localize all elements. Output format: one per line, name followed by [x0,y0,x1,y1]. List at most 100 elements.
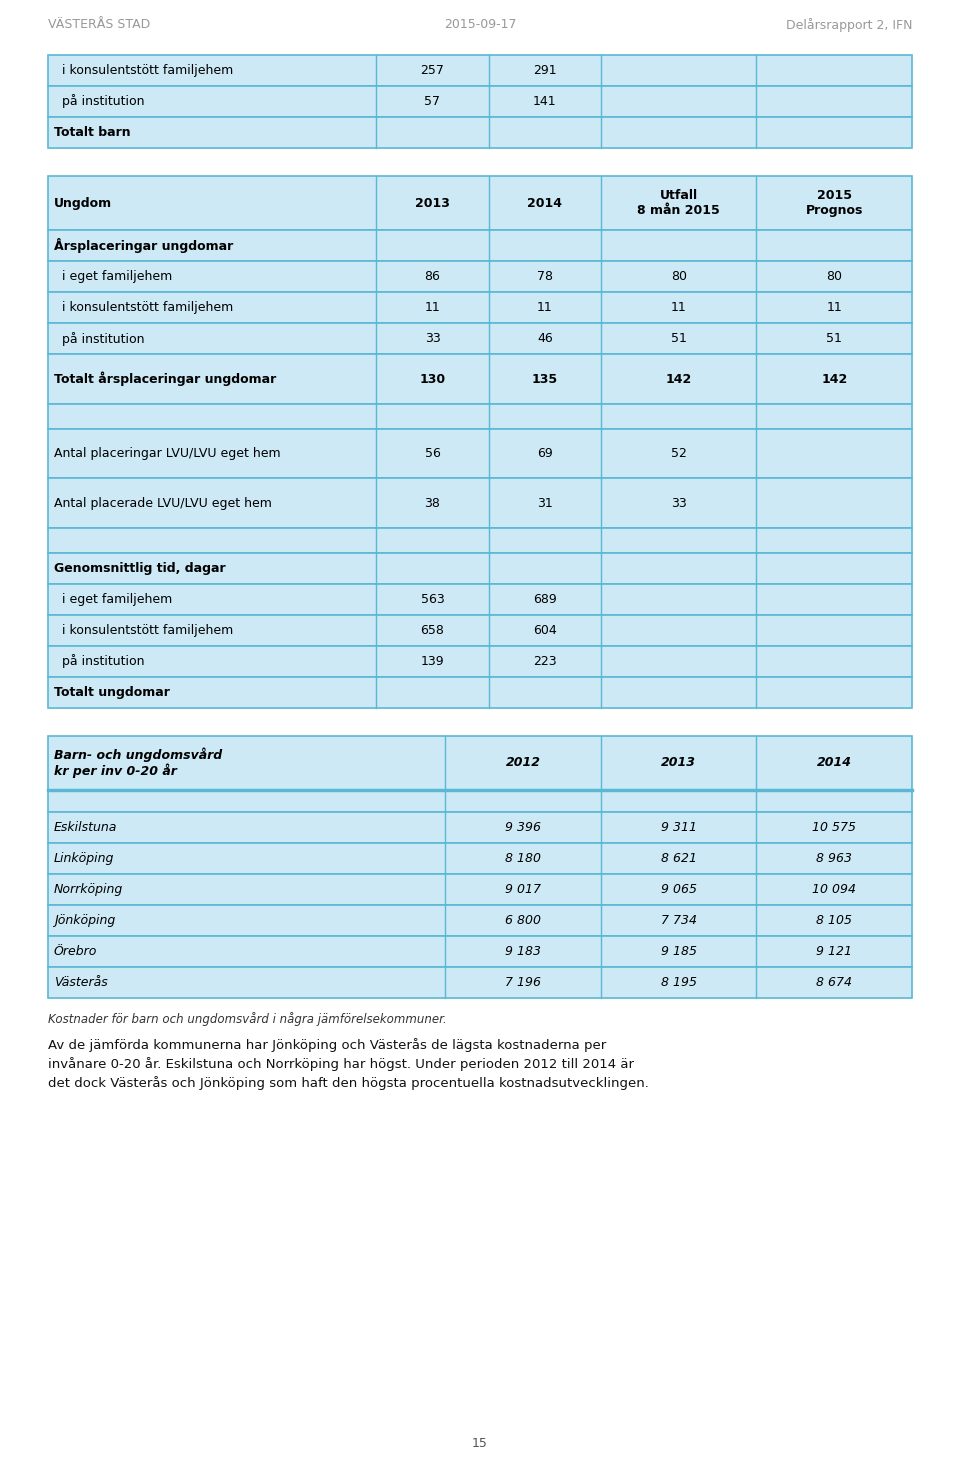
Text: 9 065: 9 065 [660,883,697,895]
Text: Genomsnittlig tid, dagar: Genomsnittlig tid, dagar [54,562,226,574]
Text: 8 105: 8 105 [816,914,852,926]
Bar [48,230,912,261]
Text: på institution: på institution [62,654,145,668]
Text: 2015-09-17: 2015-09-17 [444,18,516,31]
Bar [48,677,912,708]
Text: Totalt årsplaceringar ungdomar: Totalt årsplaceringar ungdomar [54,372,276,386]
Bar [48,811,912,842]
Bar [48,967,912,998]
Text: 8 621: 8 621 [660,852,697,864]
Text: VÄSTERÅS STAD: VÄSTERÅS STAD [48,18,151,31]
Text: Totalt barn: Totalt barn [54,127,131,138]
Text: 11: 11 [671,302,686,314]
Bar [48,85,912,116]
Text: 6 800: 6 800 [505,914,541,926]
Text: 8 195: 8 195 [660,976,697,989]
Text: 10 094: 10 094 [812,883,856,895]
Text: Örebro: Örebro [54,945,97,958]
Bar [48,355,912,403]
Text: Jönköping: Jönköping [54,914,115,926]
Text: 8 674: 8 674 [816,976,852,989]
Text: 8 963: 8 963 [816,852,852,864]
Text: 9 017: 9 017 [505,883,541,895]
Bar [48,905,912,936]
Text: 291: 291 [533,63,557,77]
Text: 604: 604 [533,624,557,637]
Text: 2014: 2014 [527,197,563,209]
Text: Norrköping: Norrköping [54,883,123,895]
Text: Av de jämförda kommunerna har Jönköping och Västerås de lägsta kostnaderna per
i: Av de jämförda kommunerna har Jönköping … [48,1038,649,1091]
Text: 2013: 2013 [661,757,696,770]
Text: 142: 142 [665,372,692,386]
Bar [48,646,912,677]
Text: 2012: 2012 [506,757,540,770]
Text: Delårsrapport 2, IFN: Delårsrapport 2, IFN [785,18,912,32]
Text: 257: 257 [420,63,444,77]
Bar [48,324,912,355]
Bar [48,936,912,967]
Bar [48,615,912,646]
Text: 80: 80 [827,271,842,283]
Text: 33: 33 [424,333,441,346]
Text: 11: 11 [827,302,842,314]
Text: 7 734: 7 734 [660,914,697,926]
Text: Västerås: Västerås [54,976,108,989]
Text: 56: 56 [424,447,441,459]
Text: 2015
Prognos: 2015 Prognos [805,188,863,218]
Text: 223: 223 [533,655,557,668]
Text: 38: 38 [424,496,441,509]
Text: 33: 33 [671,496,686,509]
Text: 142: 142 [821,372,848,386]
Bar [48,261,912,293]
Bar [48,873,912,905]
Text: 86: 86 [424,271,441,283]
Text: 563: 563 [420,593,444,605]
Text: 135: 135 [532,372,558,386]
Text: 69: 69 [537,447,553,459]
Text: 2014: 2014 [817,757,852,770]
Bar [48,116,912,149]
Text: i konsulentstött familjehem: i konsulentstött familjehem [62,624,233,637]
Bar [48,177,912,230]
Text: 130: 130 [420,372,445,386]
Text: 46: 46 [537,333,553,346]
Text: 11: 11 [424,302,441,314]
Bar [48,842,912,873]
Bar [48,403,912,428]
Bar [48,54,912,85]
Text: Årsplaceringar ungdomar: Årsplaceringar ungdomar [54,238,233,253]
Bar [48,790,912,811]
Text: Ungdom: Ungdom [54,197,112,209]
Text: 51: 51 [827,333,842,346]
Bar [48,736,912,790]
Text: 57: 57 [424,96,441,107]
Text: Barn- och ungdomsvård
kr per inv 0-20 år: Barn- och ungdomsvård kr per inv 0-20 år [54,748,223,779]
Text: Antal placeringar LVU/LVU eget hem: Antal placeringar LVU/LVU eget hem [54,447,280,459]
Text: Eskilstuna: Eskilstuna [54,820,117,833]
Text: Antal placerade LVU/LVU eget hem: Antal placerade LVU/LVU eget hem [54,496,272,509]
Text: 8 180: 8 180 [505,852,541,864]
Text: i eget familjehem: i eget familjehem [62,593,172,605]
Text: 9 121: 9 121 [816,945,852,958]
Text: på institution: på institution [62,94,145,109]
Text: i eget familjehem: i eget familjehem [62,271,172,283]
Text: Kostnader för barn och ungdomsvård i några jämförelsekommuner.: Kostnader för barn och ungdomsvård i någ… [48,1011,446,1026]
Text: 2013: 2013 [415,197,450,209]
Text: 9 183: 9 183 [505,945,541,958]
Text: på institution: på institution [62,331,145,346]
Text: 7 196: 7 196 [505,976,541,989]
Text: 9 311: 9 311 [660,820,697,833]
Bar [48,428,912,478]
Text: 9 396: 9 396 [505,820,541,833]
Text: Linköping: Linköping [54,852,114,864]
Text: 141: 141 [533,96,557,107]
Text: 689: 689 [533,593,557,605]
Text: 11: 11 [537,302,553,314]
Bar [48,293,912,324]
Text: 10 575: 10 575 [812,820,856,833]
Bar [48,528,912,552]
Text: i konsulentstött familjehem: i konsulentstött familjehem [62,302,233,314]
Bar [48,584,912,615]
Text: 52: 52 [671,447,686,459]
Text: 9 185: 9 185 [660,945,697,958]
